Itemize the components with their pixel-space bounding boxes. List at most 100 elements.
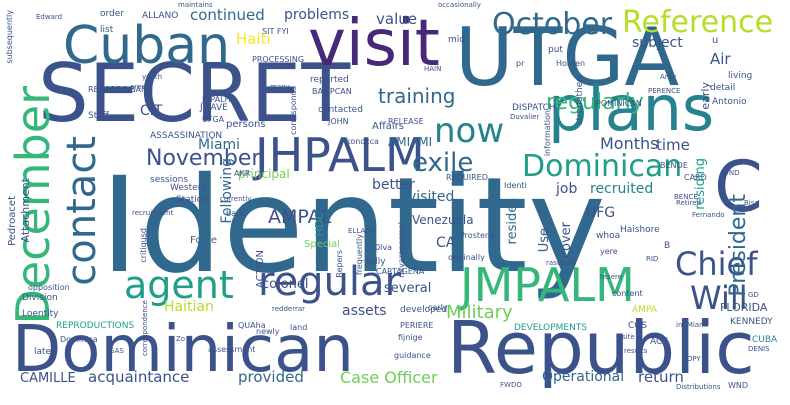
word-corresponds: corresponds xyxy=(289,86,298,135)
word-reference: Reference xyxy=(622,5,774,40)
word-recruited: recruited xyxy=(590,181,654,197)
word-agent: agent xyxy=(124,263,234,307)
word-utga: UTGA xyxy=(455,11,680,104)
word-frequently: frequently xyxy=(355,234,364,276)
word-act: ACT xyxy=(650,337,668,347)
word-training: training xyxy=(378,84,456,108)
word-persons: persons xyxy=(226,119,266,130)
word-pr: pr xyxy=(516,59,525,68)
word-copy: COPY xyxy=(682,355,701,363)
word-detail: detail xyxy=(710,83,736,93)
word-hain: HAIN xyxy=(424,65,442,73)
word-zo: Zo xyxy=(176,335,186,343)
word-arey: Arey xyxy=(660,73,676,81)
word-republic: Republic xyxy=(447,306,755,390)
word-required: REQUIRED xyxy=(446,173,488,182)
word-carly: carly xyxy=(428,303,448,312)
word-fwdo: FWDO xyxy=(500,381,522,389)
word-fernando: Fernando xyxy=(692,211,725,219)
word-cover: cover xyxy=(559,222,574,259)
word-cos: COS xyxy=(628,321,648,331)
word-cuban: Cuban xyxy=(63,16,231,76)
word-denis: DENIS xyxy=(748,345,770,353)
word-quaha: QUAha xyxy=(238,321,266,330)
word-wnd-2: WND xyxy=(722,169,740,177)
word-jmpalm: JMPALM xyxy=(460,258,635,312)
word-c: C xyxy=(714,146,763,228)
word-hdc: HDC xyxy=(313,212,326,237)
word-now: now xyxy=(434,111,505,151)
word-living: living xyxy=(728,71,753,81)
word-haiti: Haiti xyxy=(236,30,271,48)
word-kennedy: KENNEDY xyxy=(730,317,773,327)
word-florida: FLORIDA xyxy=(720,301,768,314)
word-subject: subject xyxy=(632,35,683,51)
word-november: November xyxy=(146,146,261,171)
word-cuba: CUBA xyxy=(752,335,778,345)
word-information: information xyxy=(543,110,552,157)
word-pominican: POMINICAN xyxy=(596,99,642,108)
word-october: October xyxy=(492,7,613,42)
word-better: better xyxy=(372,177,415,193)
word-recruitment: recruitment xyxy=(132,209,174,217)
word-action: ACTION xyxy=(255,250,266,289)
word-identity: Identity xyxy=(100,149,606,303)
word-rid: RID xyxy=(646,255,659,263)
word-dispatch: DISPATCH xyxy=(512,103,556,113)
word-banh: BANH xyxy=(130,85,153,94)
word-sessions: sessions xyxy=(150,175,189,185)
word-regularly: regularly xyxy=(546,90,644,115)
word-continued: continued xyxy=(190,6,265,24)
word-benoe: BENOE xyxy=(660,161,688,170)
word-area: area xyxy=(130,83,146,91)
word-content: content xyxy=(612,289,643,298)
word-ufga: UFGA xyxy=(202,115,225,124)
word-gd: GD xyxy=(748,291,759,299)
word-venezuela: Venezuela xyxy=(412,213,474,227)
word-months: Months xyxy=(600,134,659,153)
word-ampal: AMPAL xyxy=(268,206,332,228)
word-youth: youth xyxy=(142,73,163,81)
word-colonel: colonel xyxy=(262,277,309,292)
word-tidly: tidly xyxy=(366,257,386,267)
word-contact: contact xyxy=(59,136,105,286)
word-redderrar: redderrar xyxy=(272,305,306,313)
word-guidance: guidance xyxy=(394,351,431,360)
word-jhpalm: JHPALM xyxy=(255,128,425,182)
word-prostene: Prostene xyxy=(460,231,495,240)
word-western: Western xyxy=(170,183,207,193)
word-occasionally: occasionally xyxy=(438,1,481,9)
word-case-officer: Case Officer xyxy=(340,368,438,387)
word-whoa: whoa xyxy=(596,231,621,241)
word-miami: Miami xyxy=(198,137,241,153)
word-retired: Retired xyxy=(676,199,702,207)
word-order: order xyxy=(100,9,124,19)
word-distributions: Distributions xyxy=(676,383,721,391)
word-force: Force xyxy=(190,235,218,246)
word-station: Station xyxy=(176,195,208,205)
word-amiami: AMIAMI xyxy=(388,135,433,149)
word-assets: assets xyxy=(342,303,387,319)
word-principal: principal xyxy=(238,167,290,181)
word-will: Will xyxy=(690,279,748,317)
word-yere: yere xyxy=(600,247,618,256)
word-b: B xyxy=(664,241,671,251)
word-use: Use xyxy=(537,228,552,253)
word-resides: resides xyxy=(505,198,520,245)
word-20lva: 20lva xyxy=(370,243,393,252)
word-president: President xyxy=(726,194,751,297)
word-currently: currently xyxy=(220,195,252,203)
word-subsequently: subsequently xyxy=(5,10,14,64)
word-strengthen: strengthen xyxy=(575,76,585,126)
word-processing: PROCESSING xyxy=(252,55,305,64)
word-air: Air xyxy=(710,50,731,68)
word-visited: visited xyxy=(408,189,455,205)
word-value: value xyxy=(376,10,417,28)
word-antonio: Antonio xyxy=(712,97,747,107)
word-ellaga: ELLAGA xyxy=(348,227,376,235)
word-pedroacet: Pedroacet xyxy=(7,196,18,246)
word-later: later xyxy=(34,347,55,357)
word-camille: CAMILLE xyxy=(20,371,76,386)
word-time: time xyxy=(656,136,690,154)
